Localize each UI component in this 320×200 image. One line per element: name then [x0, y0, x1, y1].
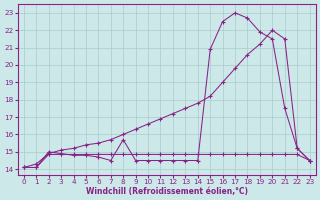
- X-axis label: Windchill (Refroidissement éolien,°C): Windchill (Refroidissement éolien,°C): [86, 187, 248, 196]
